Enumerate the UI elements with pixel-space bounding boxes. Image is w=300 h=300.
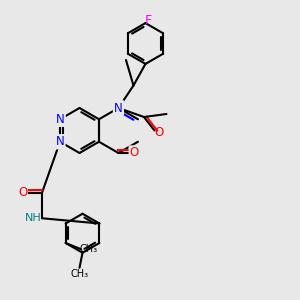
Text: N: N: [56, 113, 64, 126]
Text: O: O: [154, 126, 164, 140]
Text: CH₃: CH₃: [79, 244, 97, 254]
Text: N: N: [56, 113, 64, 126]
Text: NH: NH: [25, 213, 41, 223]
Text: N: N: [114, 101, 123, 115]
Text: CH₃: CH₃: [70, 269, 88, 279]
Text: O: O: [130, 146, 139, 160]
Text: O: O: [18, 186, 27, 199]
Text: F: F: [145, 14, 152, 27]
Text: N: N: [56, 135, 64, 148]
Text: N: N: [114, 101, 123, 115]
